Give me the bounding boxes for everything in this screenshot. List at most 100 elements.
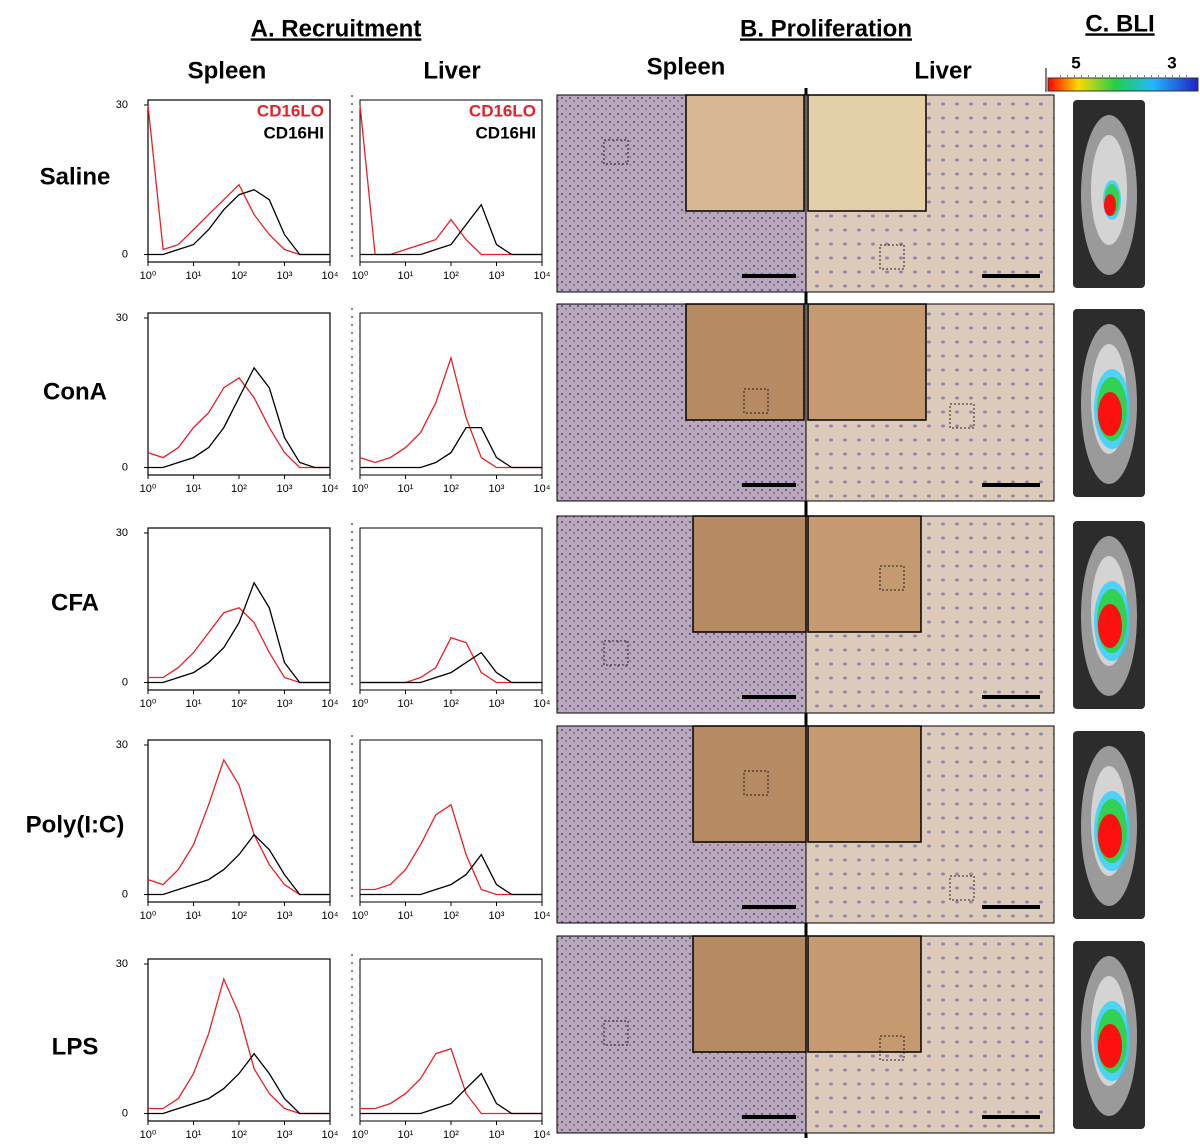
row-label: ConA: [43, 378, 107, 405]
histogram-line: [148, 366, 330, 469]
spleen-inset: [692, 725, 807, 843]
inset-marker: [743, 388, 769, 414]
x-tick-label: 10⁰: [352, 483, 369, 495]
x-tick-label: 10⁴: [322, 270, 339, 282]
row-label: Saline: [40, 163, 111, 190]
x-tick-label: 10⁰: [140, 698, 157, 710]
x-tick-label: 10³: [489, 698, 505, 710]
x-tick-label: 10⁰: [352, 270, 369, 282]
inset-marker: [603, 1020, 629, 1046]
panel-heading: A. Recruitment: [251, 15, 422, 42]
liver-inset: [807, 725, 922, 843]
x-tick-label: 10⁴: [322, 483, 339, 495]
x-tick-label: 10²: [443, 910, 459, 922]
histogram-line: [360, 426, 542, 469]
histogram-line: [148, 1052, 330, 1115]
spleen-inset: [692, 515, 807, 633]
x-tick-label: 10¹: [398, 483, 414, 495]
x-tick-label: 10⁴: [322, 910, 339, 922]
x-tick-label: 10¹: [186, 483, 202, 495]
plot-frame: [147, 739, 331, 903]
x-tick-label: 10¹: [398, 1129, 414, 1141]
legend-entry: CD16HI: [264, 123, 324, 142]
spleen-inset: [692, 935, 807, 1053]
x-tick-label: 10⁴: [534, 910, 551, 922]
spleen-inset: [685, 303, 805, 421]
row-label: LPS: [52, 1033, 99, 1060]
inset-marker: [879, 1035, 905, 1061]
x-tick-label: 10¹: [186, 910, 202, 922]
y-tick-label: 0: [122, 888, 128, 900]
x-tick-label: 10⁴: [534, 698, 551, 710]
signal: [1098, 392, 1122, 436]
legend-entry: CD16LO: [469, 101, 536, 120]
x-tick-label: 10⁰: [140, 270, 157, 282]
x-tick-label: 10¹: [398, 910, 414, 922]
y-tick-label: 0: [122, 676, 128, 688]
y-tick-label: 30: [116, 99, 128, 111]
x-tick-label: 10⁰: [352, 1129, 369, 1141]
legend-entry: CD16LO: [257, 101, 324, 120]
x-tick-label: 10³: [277, 698, 293, 710]
signal: [1098, 814, 1122, 858]
inset-marker: [879, 565, 905, 591]
liver-inset: [807, 303, 927, 421]
y-tick-label: 0: [122, 248, 128, 260]
x-tick-label: 10¹: [398, 698, 414, 710]
x-tick-label: 10⁰: [352, 698, 369, 710]
plot-frame: [147, 527, 331, 691]
inset-marker: [879, 244, 905, 270]
histogram-line: [360, 651, 542, 684]
liver-inset: [807, 515, 922, 633]
plot-frame: [359, 527, 543, 691]
y-tick-label: 0: [122, 1107, 128, 1119]
inset-marker: [603, 139, 629, 165]
x-tick-label: 10²: [443, 483, 459, 495]
histogram-line: [360, 203, 542, 256]
x-tick-label: 10²: [231, 483, 247, 495]
colorbar-label: 3: [1167, 53, 1176, 72]
liver-inset: [807, 935, 922, 1053]
inset-marker: [603, 640, 629, 666]
plot-frame: [359, 739, 543, 903]
row-label: CFA: [51, 589, 99, 616]
x-tick-label: 10⁴: [534, 1129, 551, 1141]
column-label: Spleen: [188, 57, 267, 84]
y-tick-label: 30: [116, 527, 128, 539]
x-tick-label: 10²: [443, 698, 459, 710]
x-tick-label: 10³: [277, 270, 293, 282]
x-tick-label: 10⁰: [140, 910, 157, 922]
x-tick-label: 10²: [443, 1129, 459, 1141]
legend-entry: CD16HI: [476, 123, 536, 142]
column-label: Liver: [423, 57, 480, 84]
inset-marker: [949, 403, 975, 429]
plot-frame: [147, 312, 331, 476]
x-tick-label: 10¹: [186, 698, 202, 710]
histogram-line: [147, 376, 330, 469]
histogram-line: [360, 1072, 542, 1115]
histogram-line: [148, 833, 330, 896]
signal: [1098, 1024, 1122, 1068]
x-tick-label: 10²: [231, 1129, 247, 1141]
x-tick-label: 10²: [231, 698, 247, 710]
x-tick-label: 10¹: [186, 1129, 202, 1141]
y-tick-label: 30: [116, 739, 128, 751]
x-tick-label: 10⁴: [322, 1129, 339, 1141]
y-tick-label: 30: [116, 958, 128, 970]
x-tick-label: 10⁰: [352, 910, 369, 922]
x-tick-label: 10³: [489, 910, 505, 922]
x-tick-label: 10⁴: [322, 698, 339, 710]
panel-heading: C. BLI: [1085, 10, 1154, 37]
column-label: Spleen: [647, 53, 726, 80]
x-tick-label: 10⁴: [534, 483, 551, 495]
x-tick-label: 10²: [231, 910, 247, 922]
panel-heading: B. Proliferation: [740, 15, 912, 42]
x-tick-label: 10⁴: [534, 270, 551, 282]
x-tick-label: 10³: [277, 483, 293, 495]
x-tick-label: 10¹: [186, 270, 202, 282]
y-tick-label: 0: [122, 461, 128, 473]
row-label: Poly(I:C): [26, 811, 125, 838]
y-tick-label: 30: [116, 312, 128, 324]
spleen-inset: [685, 94, 805, 212]
